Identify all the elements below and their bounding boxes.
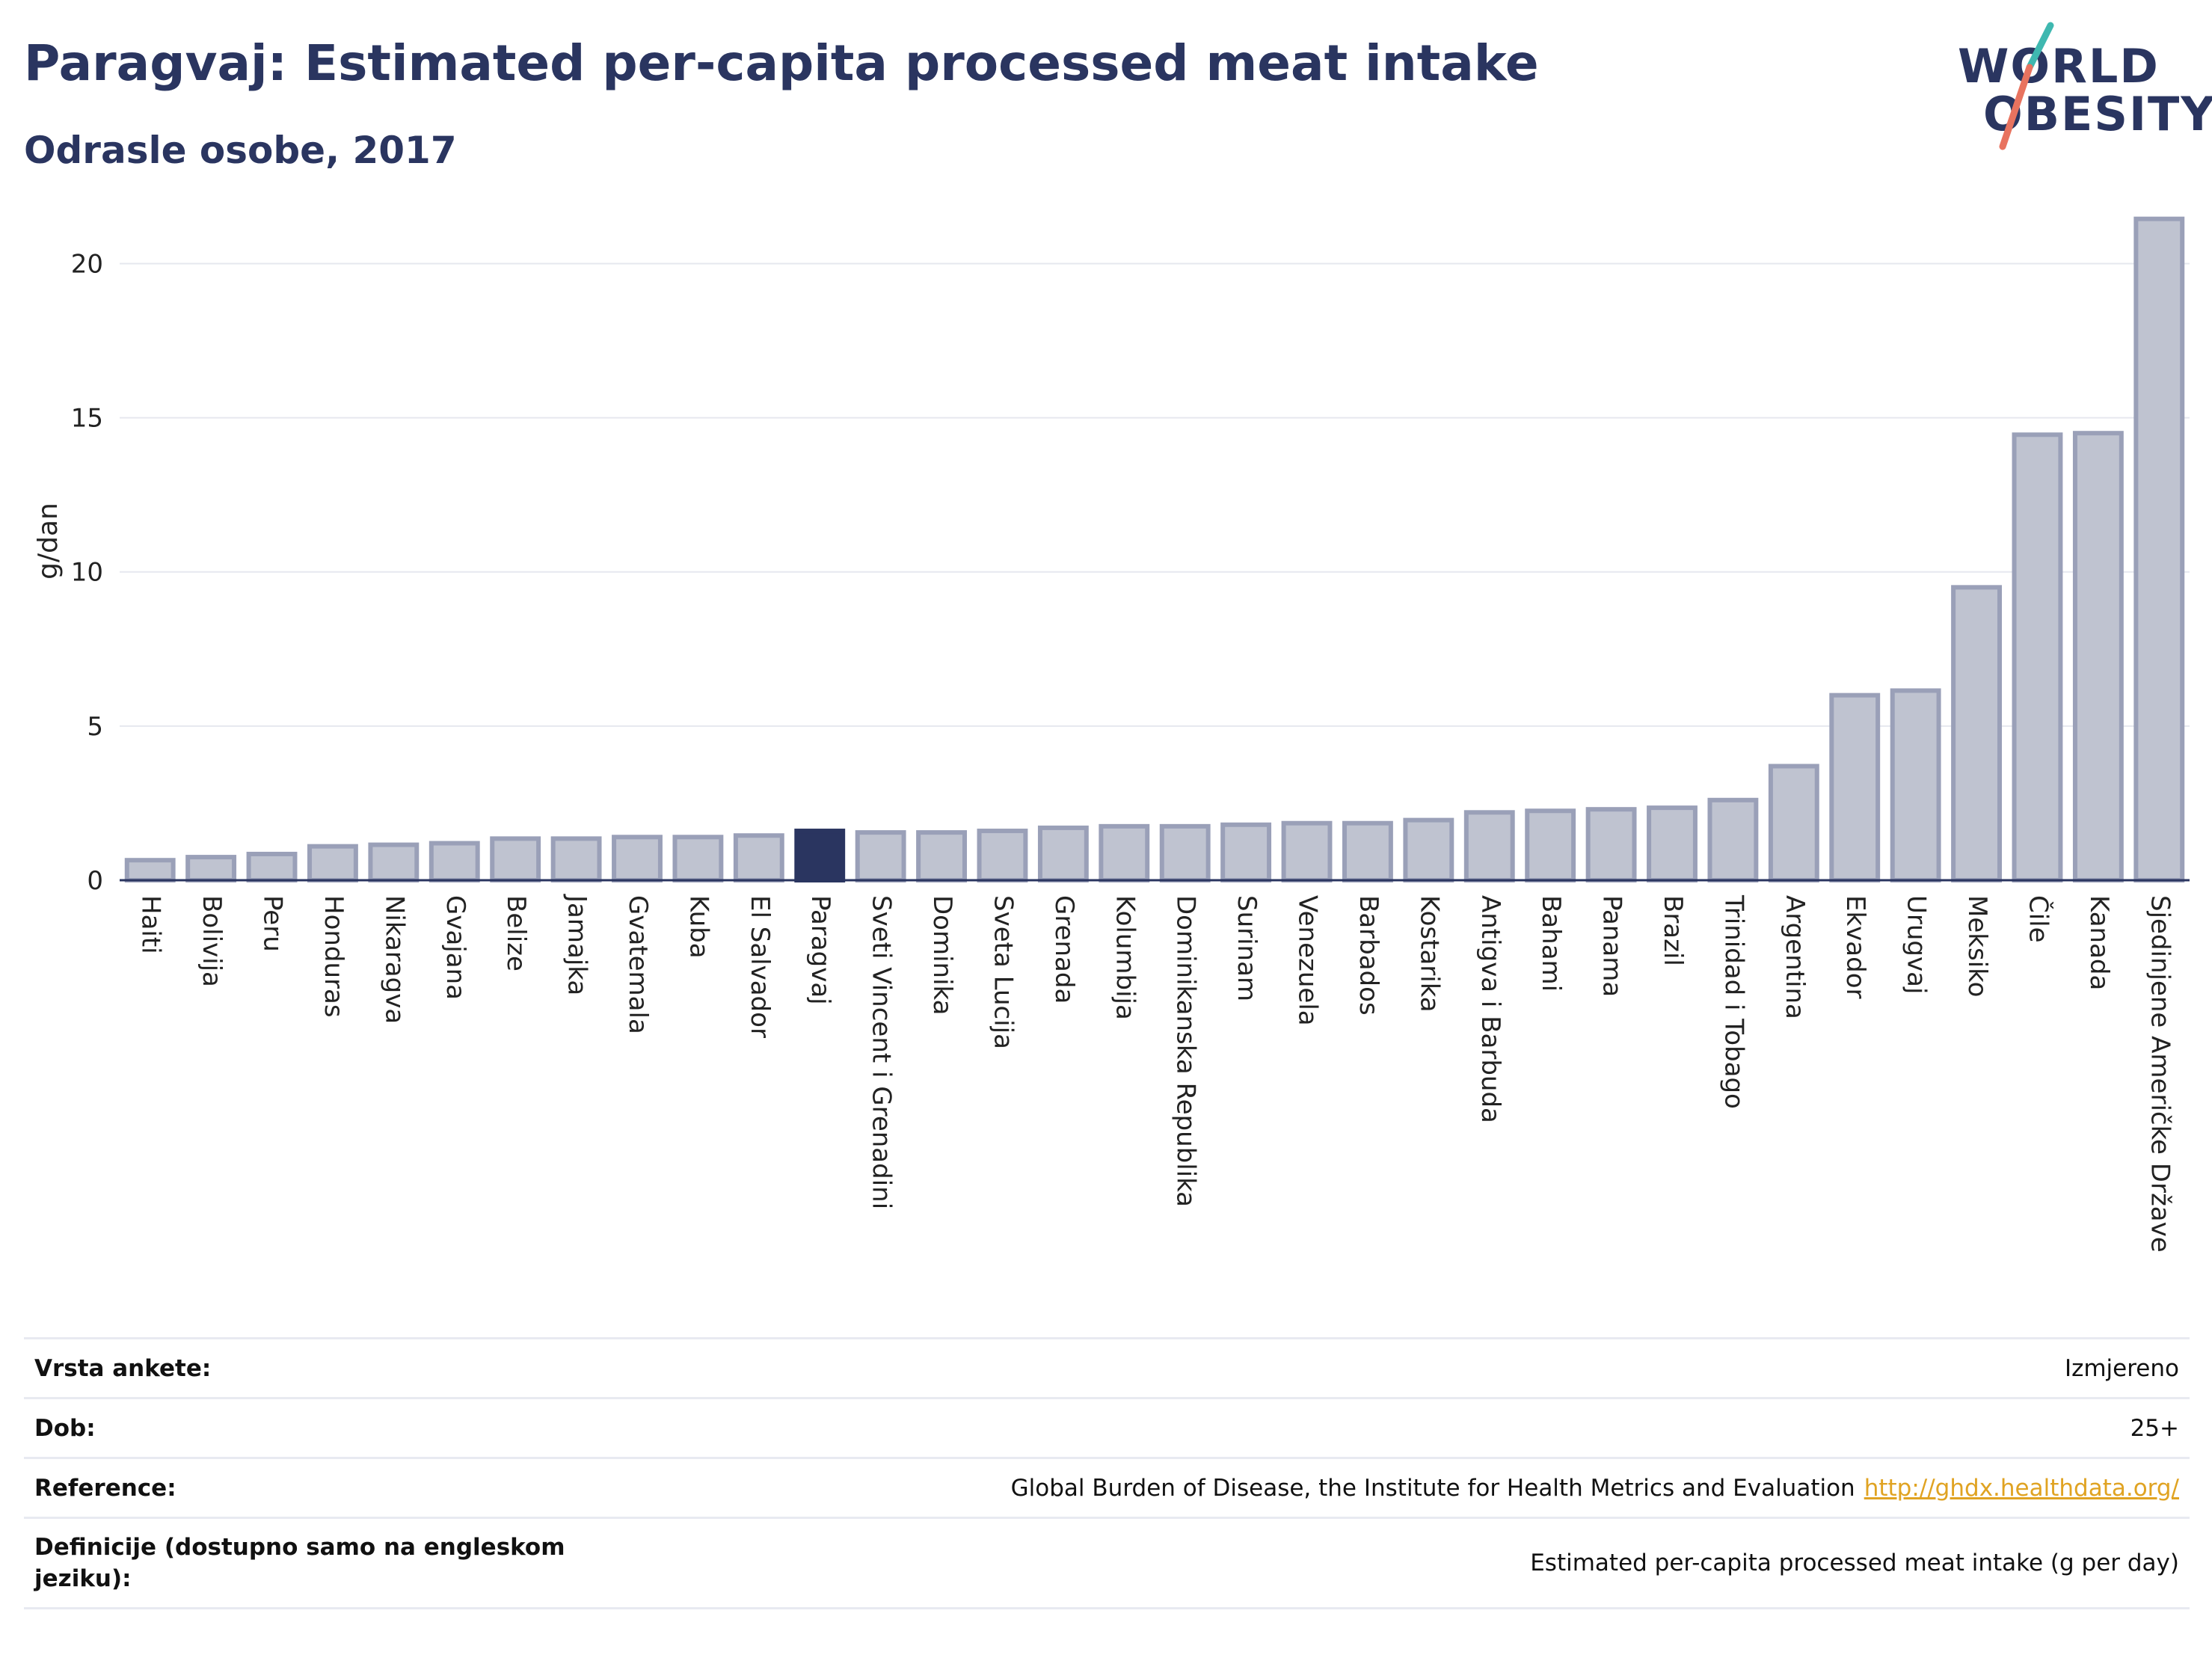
x-tick-label: Dominikanska Republika	[1171, 895, 1201, 1207]
bar	[1585, 807, 1637, 882]
bar	[1890, 688, 1941, 882]
x-tick-label: Brazil	[1658, 895, 1688, 966]
info-value: Estimated per-capita processed meat inta…	[1530, 1550, 2179, 1576]
info-label: Dob:	[34, 1414, 96, 1442]
bar	[612, 835, 663, 883]
bar	[977, 829, 1028, 883]
info-label: Reference:	[34, 1474, 176, 1502]
info-row-definition: Definicije (dostupno samo na engleskom j…	[24, 1517, 2190, 1609]
info-value: Izmjereno	[2064, 1354, 2179, 1382]
bar	[368, 842, 420, 882]
info-row-age: Dob: 25+	[24, 1397, 2190, 1457]
bar	[1037, 825, 1089, 883]
bar	[1647, 805, 1698, 883]
x-tick-label: Ekvador	[1840, 895, 1870, 999]
info-value: Global Burden of Disease, the Institute …	[1011, 1475, 2190, 1502]
info-row-survey-type: Vrsta ankete: Izmjereno	[24, 1337, 2190, 1397]
x-tick-label: Kolumbija	[1110, 895, 1140, 1020]
x-tick-label: Dominika	[927, 895, 957, 1015]
bar	[246, 851, 298, 882]
x-tick-label: Venezuela	[1293, 895, 1323, 1026]
x-tick-label: Peru	[258, 895, 288, 952]
bar	[855, 830, 906, 883]
x-tick-label: Čile	[2023, 895, 2053, 943]
bar	[185, 855, 237, 883]
bar	[1220, 822, 1272, 882]
bar	[2012, 432, 2063, 882]
x-tick-label: Kanada	[2084, 895, 2114, 990]
info-row-reference: Reference: Global Burden of Disease, the…	[24, 1457, 2190, 1517]
x-tick-label: Gvajana	[440, 895, 470, 1000]
y-tick-label: 20	[71, 249, 103, 279]
x-tick-label: Sveta Lucija	[988, 895, 1018, 1049]
bar	[794, 829, 846, 883]
x-tick-label: Sveti Vincent i Grenadini	[867, 895, 897, 1209]
y-tick-label: 0	[87, 866, 103, 896]
x-tick-label: Barbados	[1354, 895, 1383, 1016]
x-tick-label: Meksiko	[1962, 895, 1992, 997]
bar	[1525, 808, 1576, 883]
x-tick-label: Argentina	[1780, 895, 1810, 1019]
bar	[490, 836, 541, 882]
info-label: Definicije (dostupno samo na engleskom j…	[34, 1534, 565, 1592]
x-tick-label: Belize	[501, 895, 531, 971]
x-tick-label: Sjedinjene Američke Države	[2145, 895, 2175, 1253]
bar-chart: 0 5 10 15 20 g/dan Haiti Bolivija Peru Honduras Ni…	[33, 216, 2190, 1253]
x-tick-label: Haiti	[136, 895, 166, 954]
bar	[1829, 693, 1881, 882]
bar	[1099, 823, 1150, 883]
x-tick-label: El Salvador	[745, 895, 775, 1038]
bar	[428, 841, 480, 882]
bar	[550, 836, 602, 882]
x-tick-label: Paragvaj	[805, 895, 835, 1005]
x-tick-label: Surinam	[1232, 895, 1262, 1001]
x-tick-label: Jamajka	[562, 894, 592, 995]
reference-link[interactable]: http://ghdx.healthdata.org/	[1864, 1474, 2179, 1502]
bar	[1463, 810, 1515, 883]
bar	[1159, 823, 1211, 883]
chart-title: Paragvaj: Estimated per-capita processed…	[24, 34, 1539, 92]
world-obesity-logo: WORLD OBESITY	[1944, 21, 2212, 163]
x-tick-label: Grenada	[1049, 895, 1079, 1004]
bar	[2133, 216, 2185, 882]
bar	[124, 858, 176, 882]
info-value: 25+	[2130, 1414, 2179, 1442]
x-tick-label: Panama	[1597, 895, 1627, 997]
bar	[1768, 764, 1819, 883]
logo-slash-icon	[1999, 22, 2054, 150]
bar	[733, 833, 784, 883]
x-tick-label: Nikaragva	[379, 895, 409, 1024]
x-tick-label: Kostarika	[1414, 895, 1444, 1013]
x-tick-label: Trinidad i Tobago	[1718, 894, 1748, 1109]
bar	[1707, 797, 1759, 882]
info-table: Vrsta ankete: Izmjereno Dob: 25+ Referen…	[24, 1337, 2190, 1609]
reference-text: Global Burden of Disease, the Institute …	[1010, 1474, 1855, 1502]
x-tick-label: Bahami	[1536, 895, 1566, 992]
info-label: Vrsta ankete:	[34, 1354, 212, 1382]
x-tick-label: Bolivija	[197, 895, 227, 987]
x-tick-label: Urugvaj	[1902, 895, 1932, 994]
bar	[672, 835, 724, 883]
bar	[916, 830, 967, 883]
logo-word-world: WORLD	[1958, 39, 2160, 93]
y-tick-label: 15	[71, 404, 103, 434]
bar	[1281, 820, 1333, 882]
chart-subtitle: Odrasle osobe, 2017	[24, 129, 457, 172]
bar	[1342, 820, 1393, 882]
x-tick-label: Honduras	[319, 895, 348, 1018]
bar	[2072, 431, 2124, 882]
y-axis-label: g/dan	[33, 503, 64, 580]
x-tick-label: Kuba	[683, 895, 713, 959]
y-tick-label: 5	[87, 712, 103, 742]
y-tick-label: 10	[71, 558, 103, 588]
bar	[307, 844, 358, 883]
bar	[1951, 585, 2002, 882]
bar	[1403, 817, 1454, 882]
x-tick-label: Antigva i Barbuda	[1475, 895, 1505, 1123]
x-tick-label: Gvatemala	[623, 895, 653, 1034]
